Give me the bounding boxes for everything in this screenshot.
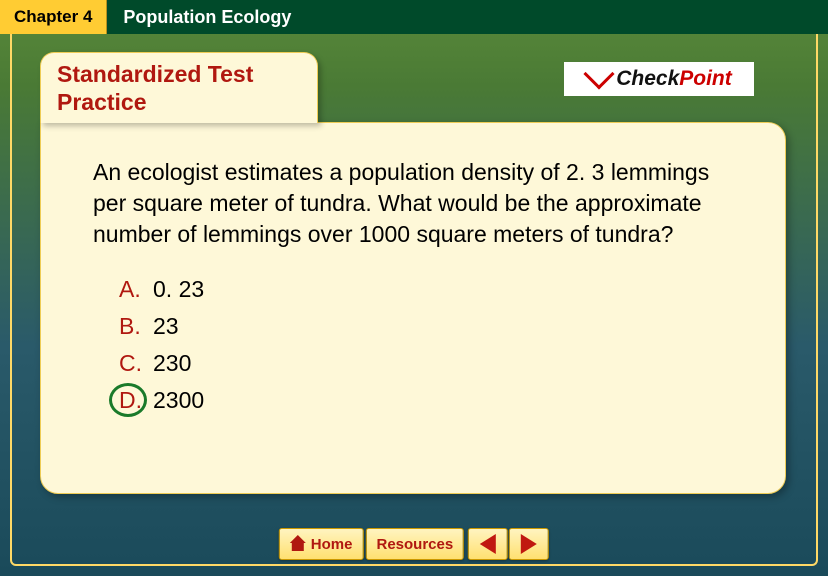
check-icon xyxy=(586,68,614,90)
question-text: An ecologist estimates a population dens… xyxy=(93,157,745,250)
answer-option[interactable]: B. 23 xyxy=(119,313,751,340)
bottom-nav: Home Resources xyxy=(279,528,549,560)
header-bar: Chapter 4 Population Ecology xyxy=(0,0,828,34)
arrow-left-icon xyxy=(480,534,496,554)
answer-list: A. 0. 23 B. 23 C. 230 D. 2300 xyxy=(119,276,751,414)
answer-option[interactable]: A. 0. 23 xyxy=(119,276,751,303)
answer-letter: A. xyxy=(119,276,145,303)
home-label: Home xyxy=(311,536,353,553)
answer-text: 230 xyxy=(153,350,191,377)
resources-button[interactable]: Resources xyxy=(365,528,464,560)
folder-body: An ecologist estimates a population dens… xyxy=(40,122,786,494)
slide-background: Chapter 4 Population Ecology Check Point… xyxy=(0,0,828,576)
chapter-tab: Chapter 4 xyxy=(0,0,107,34)
arrow-group xyxy=(468,528,549,560)
checkpoint-text-1: Check xyxy=(616,67,679,91)
checkpoint-badge: Check Point xyxy=(564,62,754,96)
answer-letter: B. xyxy=(119,313,145,340)
answer-text: 0. 23 xyxy=(153,276,204,303)
answer-option[interactable]: C. 230 xyxy=(119,350,751,377)
answer-letter: D. xyxy=(119,387,145,414)
chapter-label: Chapter 4 xyxy=(14,7,92,27)
answer-text: 23 xyxy=(153,313,179,340)
content-folder: Standardized Test Practice An ecologist … xyxy=(40,52,786,494)
prev-button[interactable] xyxy=(468,528,508,560)
home-button[interactable]: Home xyxy=(279,528,364,560)
home-icon xyxy=(290,537,306,551)
checkpoint-text-2: Point xyxy=(679,67,732,91)
next-button[interactable] xyxy=(509,528,549,560)
answer-letter: C. xyxy=(119,350,145,377)
folder-tab-title: Standardized Test Practice xyxy=(57,61,301,116)
arrow-right-icon xyxy=(521,534,537,554)
folder-tab: Standardized Test Practice xyxy=(40,52,318,123)
chapter-title: Population Ecology xyxy=(107,7,291,28)
resources-label: Resources xyxy=(376,536,453,553)
answer-text: 2300 xyxy=(153,387,204,414)
answer-option[interactable]: D. 2300 xyxy=(119,387,751,414)
